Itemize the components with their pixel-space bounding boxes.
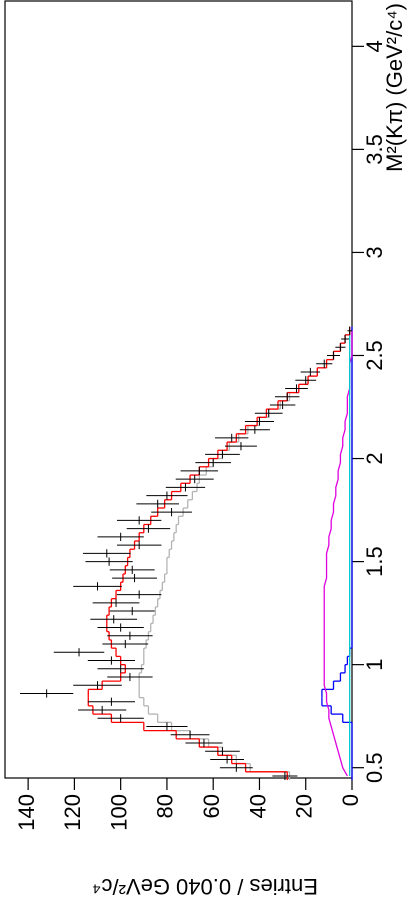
data-point <box>335 343 346 352</box>
data-point <box>97 664 144 673</box>
data-point <box>73 582 122 591</box>
x-tick-label: 1 <box>362 659 387 671</box>
data-point <box>87 697 136 706</box>
data-point <box>109 606 155 616</box>
data-point <box>73 681 122 690</box>
data-point <box>175 475 214 484</box>
data-point <box>151 508 192 517</box>
y-tick-label: 100 <box>106 794 131 831</box>
y-axis-label: Entries / 0.040 GeV²/c⁴ <box>92 874 318 899</box>
x-tick-label: 1.5 <box>362 546 387 577</box>
data-point <box>300 367 321 377</box>
data-point <box>126 524 171 533</box>
data-point <box>102 639 149 649</box>
y-tick-label: 40 <box>245 794 270 818</box>
data-point <box>136 499 179 509</box>
data-point <box>90 615 138 624</box>
data-point <box>205 747 240 756</box>
data-point <box>97 623 144 632</box>
y-tick-label: 120 <box>60 794 85 831</box>
data-point <box>78 705 127 715</box>
data-point <box>85 557 133 566</box>
data-point <box>116 516 162 525</box>
data-point <box>180 466 219 476</box>
data-point <box>239 425 270 434</box>
data-point <box>92 598 140 607</box>
data-point <box>224 442 257 451</box>
data-point <box>274 392 300 401</box>
data-point <box>285 384 308 393</box>
data-point <box>170 730 210 739</box>
data-point <box>20 689 74 698</box>
y-tick-label: 80 <box>153 794 178 818</box>
data-point <box>82 549 131 558</box>
y-tick-label: 140 <box>14 794 39 831</box>
x-tick-label: 3.5 <box>362 134 387 165</box>
data-point <box>116 540 162 550</box>
data-point <box>165 483 206 492</box>
x-tick-label: 0.5 <box>362 752 387 783</box>
rotated-plot: M²(Kπ) (GeV²/c⁴) Entries / 0.040 GeV²/c⁴… <box>4 0 407 899</box>
plot-frame <box>4 0 353 779</box>
y-tick-label: 20 <box>292 794 317 818</box>
data-point <box>219 763 253 772</box>
data-point <box>97 714 144 723</box>
data-point <box>215 433 249 443</box>
data-point <box>269 400 296 410</box>
data-point <box>195 458 232 467</box>
fit-curve <box>323 330 353 777</box>
data-point <box>87 656 136 665</box>
data-point <box>210 755 244 764</box>
data-point <box>347 326 352 335</box>
x-tick-label: 2.5 <box>362 340 387 371</box>
x-tick-label: 2 <box>362 452 387 464</box>
data-point <box>327 351 340 360</box>
data-point <box>53 648 105 657</box>
x-axis-label: M²(Kπ) (GeV²/c⁴) <box>382 3 407 172</box>
data-point <box>341 334 349 344</box>
data-point <box>316 359 333 368</box>
x-tick-label: 3 <box>362 246 387 258</box>
data-point <box>295 376 317 385</box>
x-tick-label: 4 <box>362 40 387 52</box>
data-point <box>146 722 188 731</box>
data-point <box>107 631 153 640</box>
y-tick-label: 0 <box>338 794 363 806</box>
data-point <box>112 573 157 583</box>
data-point <box>97 532 144 541</box>
data-point <box>107 672 153 682</box>
data-point <box>272 771 298 781</box>
data-point <box>146 491 188 500</box>
data-point <box>254 409 283 418</box>
data-point <box>109 565 155 574</box>
data-point <box>116 590 162 599</box>
data-point <box>205 450 240 459</box>
data-point <box>244 417 275 426</box>
y-tick-label: 60 <box>199 794 224 818</box>
data-point <box>185 738 223 748</box>
